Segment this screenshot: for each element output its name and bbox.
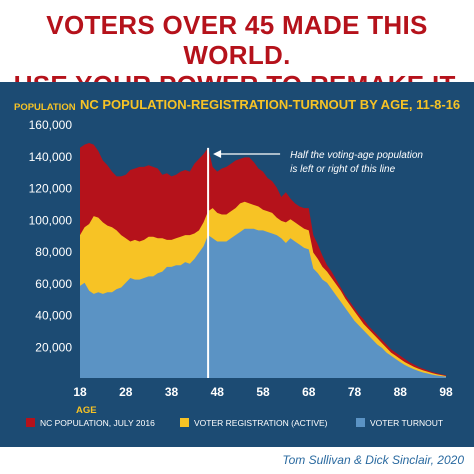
half-population-annotation: Half the voting-age population is left o…	[213, 150, 423, 175]
legend-label: VOTER REGISTRATION (ACTIVE)	[194, 418, 328, 428]
x-tick-label: 18	[73, 385, 87, 399]
x-tick-label: 88	[394, 385, 408, 399]
legend-swatch	[356, 418, 365, 427]
legend-label: VOTER TURNOUT	[370, 418, 443, 428]
population-chart: POPULATION NC POPULATION-REGISTRATION-TU…	[14, 97, 460, 428]
x-tick-label: 28	[119, 385, 133, 399]
chart-legend: NC POPULATION, JULY 2016 VOTER REGISTRATI…	[26, 418, 443, 428]
x-axis-label: AGE	[76, 405, 97, 416]
y-tick-label: 160,000	[29, 118, 73, 132]
y-tick-label: 60,000	[35, 277, 72, 291]
footer: Tom Sullivan & Dick Sinclair, 2020	[0, 447, 474, 474]
annotation-text-line-1: Half the voting-age population	[290, 150, 423, 161]
y-tick-label: 120,000	[29, 182, 73, 196]
y-tick-label: 40,000	[35, 309, 72, 323]
x-axis-ticks: 18 28 38 48 58 68 78 88 98	[73, 385, 453, 399]
legend-swatch	[180, 418, 189, 427]
chart-areas	[80, 143, 446, 378]
turnout-area	[80, 228, 446, 378]
x-tick-label: 38	[165, 385, 179, 399]
y-tick-label: 100,000	[29, 213, 73, 227]
x-tick-label: 68	[302, 385, 316, 399]
chart-title: NC POPULATION-REGISTRATION-TURNOUT BY AG…	[80, 97, 460, 112]
credit-text: Tom Sullivan & Dick Sinclair, 2020	[282, 453, 464, 467]
chart-panel: POPULATION NC POPULATION-REGISTRATION-TU…	[0, 82, 474, 447]
y-tick-label: 20,000	[35, 340, 72, 354]
x-tick-label: 98	[439, 385, 453, 399]
x-tick-label: 58	[256, 385, 270, 399]
legend-label: NC POPULATION, JULY 2016	[40, 418, 155, 428]
y-tick-label: 140,000	[29, 150, 73, 164]
y-axis-ticks: 20,000 40,000 60,000 80,000 100,000 120,000 14…	[29, 118, 73, 354]
annotation-arrow-head	[213, 150, 222, 158]
y-axis-label: POPULATION	[14, 102, 76, 113]
headline-line-1: VOTERS OVER 45 MADE THIS WORLD.	[46, 10, 428, 70]
y-tick-label: 80,000	[35, 245, 72, 259]
headline: VOTERS OVER 45 MADE THIS WORLD. USE YOUR…	[0, 0, 474, 100]
x-tick-label: 48	[211, 385, 225, 399]
annotation-text-line-2: is left or right of this line	[290, 164, 395, 175]
x-tick-label: 78	[348, 385, 362, 399]
legend-swatch	[26, 418, 35, 427]
